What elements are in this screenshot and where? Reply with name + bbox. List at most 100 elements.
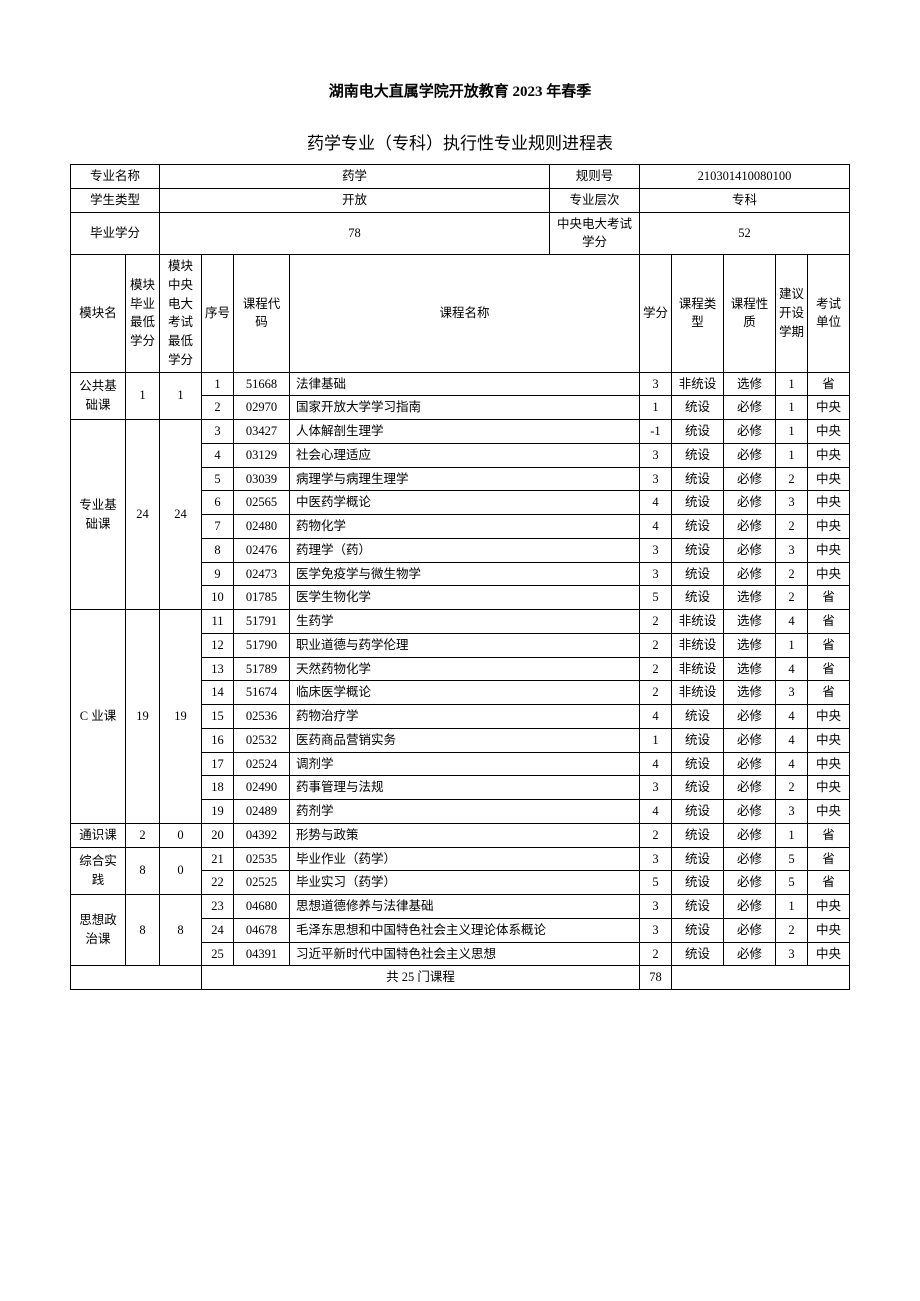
cell-code: 02525 bbox=[234, 871, 290, 895]
cell-type: 统设 bbox=[671, 776, 723, 800]
cell-sem: 1 bbox=[775, 633, 807, 657]
grad-credit-value: 78 bbox=[160, 212, 550, 255]
central-credit-value: 52 bbox=[639, 212, 849, 255]
cell-nature: 必修 bbox=[723, 752, 775, 776]
table-row: 通识课202004392形势与政策2统设必修1省 bbox=[71, 823, 850, 847]
cell-type: 统设 bbox=[671, 420, 723, 444]
module-name: C 业课 bbox=[71, 610, 126, 824]
cell-seq: 14 bbox=[202, 681, 234, 705]
cell-type: 统设 bbox=[671, 752, 723, 776]
cell-credit: 2 bbox=[639, 610, 671, 634]
cell-code: 02524 bbox=[234, 752, 290, 776]
cell-seq: 18 bbox=[202, 776, 234, 800]
cell-code: 02476 bbox=[234, 538, 290, 562]
col-unit: 考试单位 bbox=[807, 255, 849, 373]
cell-unit: 中央 bbox=[807, 918, 849, 942]
cell-code: 02473 bbox=[234, 562, 290, 586]
cell-seq: 15 bbox=[202, 705, 234, 729]
central-credit-label: 中央电大考试学分 bbox=[549, 212, 639, 255]
module-central-credit: 1 bbox=[160, 372, 202, 420]
cell-credit: 3 bbox=[639, 372, 671, 396]
cell-code: 04392 bbox=[234, 823, 290, 847]
cell-name: 调剂学 bbox=[290, 752, 640, 776]
header-row-3: 毕业学分 78 中央电大考试学分 52 bbox=[71, 212, 850, 255]
cell-code: 04391 bbox=[234, 942, 290, 966]
cell-sem: 4 bbox=[775, 728, 807, 752]
cell-seq: 2 bbox=[202, 396, 234, 420]
title-main: 湖南电大直属学院开放教育 2023 年春季 bbox=[70, 80, 850, 101]
module-name: 通识课 bbox=[71, 823, 126, 847]
cell-credit: -1 bbox=[639, 420, 671, 444]
level-label: 专业层次 bbox=[549, 188, 639, 212]
cell-nature: 必修 bbox=[723, 800, 775, 824]
cell-type: 非统设 bbox=[671, 610, 723, 634]
cell-code: 02489 bbox=[234, 800, 290, 824]
cell-name: 思想道德修养与法律基础 bbox=[290, 895, 640, 919]
cell-name: 形势与政策 bbox=[290, 823, 640, 847]
cell-sem: 3 bbox=[775, 681, 807, 705]
cell-seq: 20 bbox=[202, 823, 234, 847]
cell-type: 统设 bbox=[671, 538, 723, 562]
table-row: C 业课19191151791生药学2非统设选修4省 bbox=[71, 610, 850, 634]
col-seq: 序号 bbox=[202, 255, 234, 373]
cell-sem: 2 bbox=[775, 586, 807, 610]
cell-seq: 6 bbox=[202, 491, 234, 515]
module-central-credit: 24 bbox=[160, 420, 202, 610]
table-row: 综合实践802102535毕业作业（药学）3统设必修5省 bbox=[71, 847, 850, 871]
cell-seq: 11 bbox=[202, 610, 234, 634]
footer-row: 共 25 门课程 78 bbox=[71, 966, 850, 990]
cell-type: 统设 bbox=[671, 895, 723, 919]
cell-seq: 4 bbox=[202, 443, 234, 467]
col-semester: 建议开设学期 bbox=[775, 255, 807, 373]
cell-seq: 1 bbox=[202, 372, 234, 396]
cell-sem: 2 bbox=[775, 918, 807, 942]
cell-nature: 必修 bbox=[723, 491, 775, 515]
cell-sem: 3 bbox=[775, 800, 807, 824]
cell-unit: 省 bbox=[807, 823, 849, 847]
cell-type: 统设 bbox=[671, 728, 723, 752]
cell-code: 03427 bbox=[234, 420, 290, 444]
cell-code: 51791 bbox=[234, 610, 290, 634]
cell-credit: 2 bbox=[639, 681, 671, 705]
table-row: 思想政治课882304680思想道德修养与法律基础3统设必修1中央 bbox=[71, 895, 850, 919]
cell-code: 51674 bbox=[234, 681, 290, 705]
cell-type: 非统设 bbox=[671, 633, 723, 657]
cell-credit: 3 bbox=[639, 467, 671, 491]
cell-nature: 必修 bbox=[723, 776, 775, 800]
cell-sem: 4 bbox=[775, 705, 807, 729]
cell-credit: 2 bbox=[639, 823, 671, 847]
cell-sem: 2 bbox=[775, 776, 807, 800]
cell-credit: 5 bbox=[639, 871, 671, 895]
cell-credit: 1 bbox=[639, 396, 671, 420]
cell-credit: 3 bbox=[639, 847, 671, 871]
cell-code: 02536 bbox=[234, 705, 290, 729]
cell-credit: 3 bbox=[639, 562, 671, 586]
cell-seq: 5 bbox=[202, 467, 234, 491]
cell-seq: 19 bbox=[202, 800, 234, 824]
cell-sem: 1 bbox=[775, 895, 807, 919]
cell-nature: 必修 bbox=[723, 942, 775, 966]
cell-credit: 3 bbox=[639, 538, 671, 562]
cell-nature: 必修 bbox=[723, 847, 775, 871]
cell-code: 51668 bbox=[234, 372, 290, 396]
footer-total-credit: 78 bbox=[639, 966, 671, 990]
cell-sem: 1 bbox=[775, 420, 807, 444]
cell-credit: 2 bbox=[639, 633, 671, 657]
cell-nature: 必修 bbox=[723, 562, 775, 586]
cell-code: 03129 bbox=[234, 443, 290, 467]
cell-nature: 必修 bbox=[723, 895, 775, 919]
cell-unit: 省 bbox=[807, 847, 849, 871]
cell-type: 非统设 bbox=[671, 681, 723, 705]
cell-nature: 选修 bbox=[723, 633, 775, 657]
cell-sem: 4 bbox=[775, 610, 807, 634]
col-code: 课程代码 bbox=[234, 255, 290, 373]
cell-nature: 必修 bbox=[723, 538, 775, 562]
cell-nature: 必修 bbox=[723, 515, 775, 539]
cell-type: 统设 bbox=[671, 823, 723, 847]
cell-type: 非统设 bbox=[671, 372, 723, 396]
col-credit: 学分 bbox=[639, 255, 671, 373]
cell-type: 统设 bbox=[671, 586, 723, 610]
cell-unit: 中央 bbox=[807, 420, 849, 444]
cell-nature: 选修 bbox=[723, 586, 775, 610]
module-min-credit: 24 bbox=[126, 420, 160, 610]
